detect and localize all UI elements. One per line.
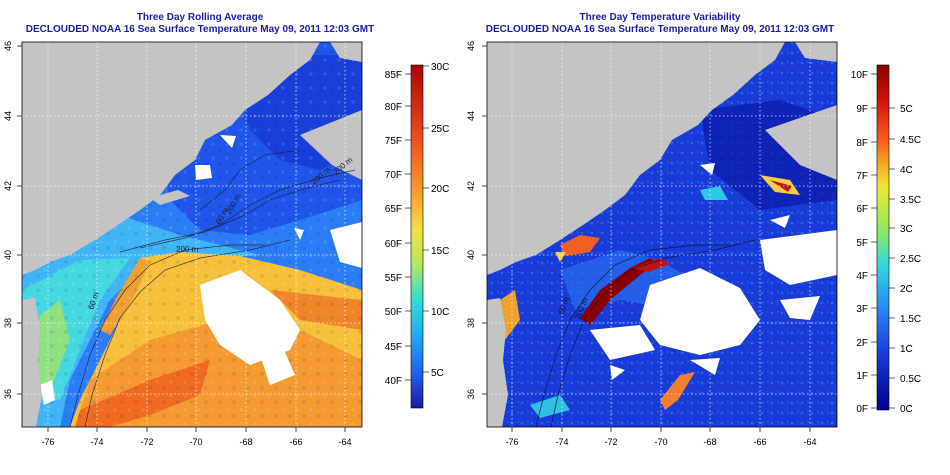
x-tick-label: -64	[803, 437, 816, 447]
right-title: Three Day Temperature Variability	[579, 12, 741, 23]
y-tick-label: 44	[3, 111, 13, 121]
left-subtitle: DECLOUDED NOAA 16 Sea Surface Temperatur…	[25, 24, 375, 35]
colorbar-f-label: 9F	[856, 104, 868, 115]
x-tick-label: -68	[239, 437, 252, 447]
colorbar-f-label: 85F	[385, 70, 402, 81]
colorbar-c-label: 10C	[431, 307, 449, 318]
colorbar-f-label: 50F	[385, 307, 402, 318]
colorbar-f-label: 40F	[385, 376, 402, 387]
colorbar-f-label: 60F	[385, 239, 402, 250]
x-tick-label: -74	[90, 437, 103, 447]
colorbar-c-label: 4.5C	[900, 135, 921, 146]
colorbar-c-label: 2C	[900, 284, 913, 295]
x-tick-label: -72	[140, 437, 153, 447]
right-colorbar	[876, 64, 890, 411]
x-tick-label: -76	[41, 437, 54, 447]
y-tick-label: 36	[3, 389, 13, 399]
colorbar-f-label: 80F	[385, 102, 402, 113]
colorbar-c-label: 15C	[431, 246, 449, 257]
y-tick-label: 40	[3, 250, 13, 260]
y-tick-label: 38	[466, 318, 476, 328]
colorbar-f-label: 75F	[385, 136, 402, 147]
colorbar-f-label: 8F	[856, 138, 868, 149]
colorbar-f-label: 5F	[856, 238, 868, 249]
colorbar-c-label: 2.5C	[900, 254, 921, 265]
contour-label: 200 m	[176, 245, 199, 254]
colorbar-f-label: 65F	[385, 204, 402, 215]
y-tick-label: 46	[466, 41, 476, 51]
colorbar-f-label: 70F	[385, 170, 402, 181]
y-tick-label: 38	[3, 318, 13, 328]
colorbar-f-label: 1F	[856, 371, 868, 382]
x-tick-label: -66	[289, 437, 302, 447]
x-tick-label: -72	[604, 437, 617, 447]
y-tick-label: 36	[466, 389, 476, 399]
y-tick-label: 46	[3, 41, 13, 51]
colorbar-f-label: 4F	[856, 271, 868, 282]
colorbar-c-label: 3C	[900, 224, 913, 235]
colorbar-f-label: 7F	[856, 171, 868, 182]
colorbar-c-label: 0C	[900, 404, 913, 415]
left-title: Three Day Rolling Average	[136, 12, 264, 23]
colorbar-c-label: 1.5C	[900, 314, 921, 325]
colorbar-c-label: 5C	[431, 368, 444, 379]
right-subtitle: DECLOUDED NOAA 16 Sea Surface Temperatur…	[485, 24, 835, 35]
sst-variability-map	[487, 42, 837, 427]
sst-average-map	[22, 42, 362, 427]
x-tick-label: -70	[654, 437, 667, 447]
colorbar-f-label: 45F	[385, 342, 402, 353]
colorbar-f-label: 0F	[856, 404, 868, 415]
left-map-frame	[21, 41, 363, 428]
left-y-axis	[17, 45, 22, 395]
left-x-axis	[47, 427, 346, 432]
colorbar-f-label: 3F	[856, 304, 868, 315]
colorbar-c-label: 20C	[431, 184, 449, 195]
x-tick-label: -68	[703, 437, 716, 447]
colorbar-f-label: 55F	[385, 273, 402, 284]
colorbar-c-label: 0.5C	[900, 374, 921, 385]
x-tick-label: -66	[753, 437, 766, 447]
y-tick-label: 42	[3, 181, 13, 191]
y-tick-label: 42	[466, 181, 476, 191]
colorbar-c-label: 4C	[900, 165, 913, 176]
x-tick-label: -74	[555, 437, 568, 447]
y-tick-label: 44	[466, 111, 476, 121]
colorbar-c-label: 3.5C	[900, 195, 921, 206]
colorbar-c-label: 1C	[900, 344, 913, 355]
colorbar-f-label: 2F	[856, 338, 868, 349]
colorbar-f-label: 10F	[851, 70, 868, 81]
right-x-axis	[511, 427, 811, 432]
x-tick-label: -64	[338, 437, 351, 447]
colorbar-c-label: 5C	[900, 104, 913, 115]
x-tick-label: -76	[505, 437, 518, 447]
colorbar-c-label: 30C	[431, 62, 449, 73]
left-colorbar	[410, 64, 424, 409]
colorbar-f-label: 6F	[856, 204, 868, 215]
x-tick-label: -70	[189, 437, 202, 447]
colorbar-c-label: 25C	[431, 124, 449, 135]
right-map-frame	[486, 41, 838, 428]
right-y-axis	[482, 45, 487, 395]
y-tick-label: 40	[466, 250, 476, 260]
